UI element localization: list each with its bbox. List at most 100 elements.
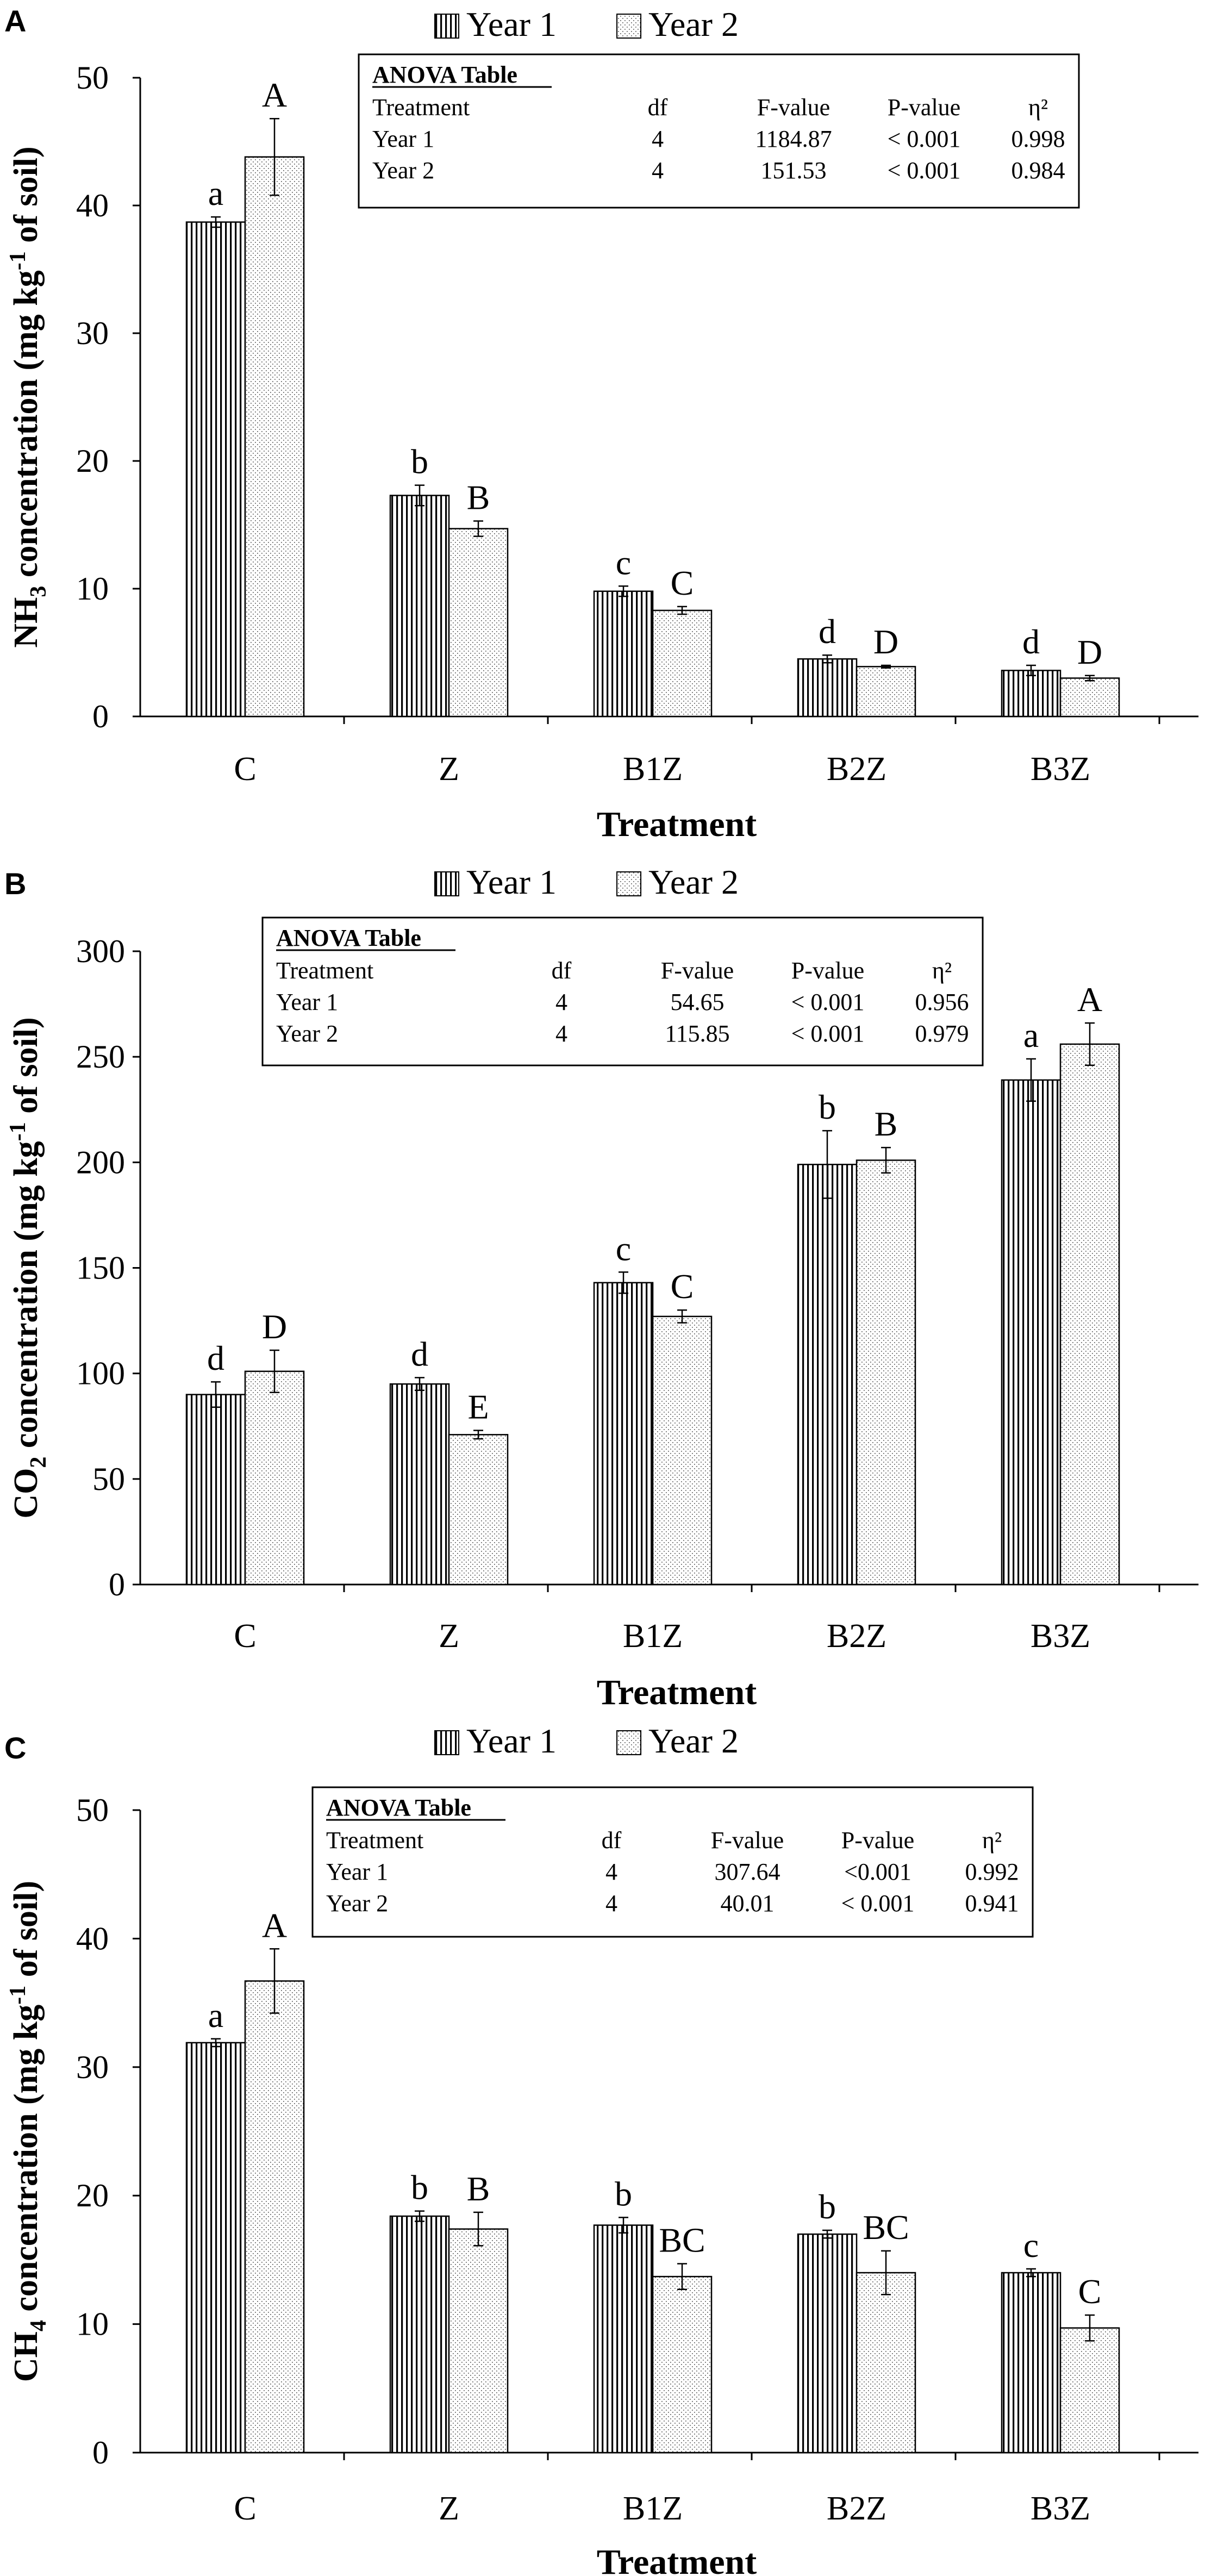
anova-cell: 4 — [555, 989, 567, 1015]
x-tick-label: B2Z — [827, 751, 886, 788]
bar-year-2-z — [448, 528, 509, 718]
y-axis-title: CH4 concentration (mg kg-1 of soil) — [5, 1881, 51, 2382]
error-bar — [415, 1377, 424, 1391]
error-bar — [677, 606, 687, 615]
error-bar — [473, 2211, 483, 2247]
anova-cell: 4 — [605, 1890, 617, 1917]
legend-label-year-2: Year 2 — [648, 5, 739, 43]
panel-letter: B — [4, 866, 26, 901]
error-bar — [415, 484, 424, 507]
significance-letter: C — [671, 1267, 694, 1306]
significance-letter: A — [262, 76, 287, 114]
significance-letter: D — [873, 622, 898, 661]
bar-year-2-b1z — [652, 2275, 713, 2454]
error-bar — [677, 2263, 687, 2291]
significance-letter: B — [467, 478, 490, 516]
anova-header: F-value — [711, 1827, 784, 1854]
anova-header: η² — [932, 957, 952, 984]
bar-year-2-c — [244, 1370, 305, 1586]
bar-year-1-z — [389, 1383, 450, 1586]
anova-header: η² — [982, 1827, 1002, 1854]
significance-letter: c — [616, 1229, 631, 1268]
significance-letter: a — [1023, 1016, 1039, 1055]
y-axis-title: NH3 concentration (mg kg-1 of soil) — [5, 146, 51, 647]
bar-year-1-z — [389, 495, 450, 718]
legend-swatch-year-2 — [616, 14, 641, 39]
anova-header: df — [602, 1827, 622, 1854]
legend-label-year-2: Year 2 — [648, 863, 739, 901]
x-tick-label: B2Z — [827, 1618, 886, 1655]
bar-year-2-b1z — [652, 609, 713, 718]
error-bar — [822, 1130, 832, 1199]
x-tick-label: B2Z — [827, 2490, 886, 2527]
anova-cell: Year 1 — [326, 1858, 388, 1885]
error-bar — [881, 664, 891, 669]
anova-cell: 4 — [652, 157, 664, 184]
error-bar — [619, 585, 628, 597]
bar-year-1-c — [185, 221, 246, 718]
legend-label-year-1: Year 1 — [466, 863, 557, 901]
x-tick-label: B3Z — [1031, 2490, 1090, 2527]
error-bar — [211, 1381, 221, 1408]
y-tick-label: 40 — [76, 1920, 109, 1956]
error-bar — [619, 1271, 628, 1294]
bar-year-1-c — [185, 1394, 246, 1586]
legend-label-year-2: Year 2 — [648, 1722, 739, 1760]
y-tick-label: 200 — [76, 1144, 125, 1180]
bar-year-2-b2z — [856, 2272, 916, 2454]
bar-year-2-z — [448, 2228, 509, 2454]
anova-header: F-value — [757, 94, 830, 121]
anova-table: ANOVA Table Treatment df F-value P-value η² Ye… — [311, 1786, 1034, 1938]
anova-table-frame — [311, 1786, 1034, 1938]
anova-header: F-value — [661, 957, 734, 984]
significance-letter: A — [262, 1906, 287, 1944]
error-bar — [1026, 1058, 1036, 1102]
anova-cell: 0.984 — [1012, 157, 1065, 184]
y-tick-label: 0 — [92, 2435, 109, 2471]
anova-header: P-value — [791, 957, 864, 984]
legend-swatch-year-2 — [616, 1730, 641, 1755]
error-bar — [881, 2250, 891, 2296]
legend: Year 1 Year 2 — [434, 863, 739, 901]
anova-cell: 151.53 — [761, 157, 827, 184]
anova-header: P-value — [888, 94, 960, 121]
x-tick-label: B1Z — [623, 2490, 683, 2527]
anova-cell: Year 1 — [276, 989, 338, 1015]
anova-table-title: ANOVA Table — [276, 925, 421, 951]
significance-letter: C — [671, 564, 694, 602]
significance-letter: B — [467, 2169, 490, 2208]
anova-cell: < 0.001 — [888, 126, 961, 152]
x-tick-label: Z — [439, 1618, 459, 1655]
anova-table-frame — [358, 53, 1080, 209]
significance-letter: c — [1023, 2226, 1039, 2265]
y-axis-title: CO2 concentration (mg kg-1 of soil) — [5, 1017, 51, 1518]
significance-letter: b — [819, 2187, 836, 2226]
anova-cell: Year 2 — [276, 1020, 338, 1047]
anova-cell: 40.01 — [721, 1890, 775, 1917]
anova-cell: 0.998 — [1012, 126, 1065, 152]
x-tick-label: B3Z — [1031, 1618, 1090, 1655]
anova-cell: 4 — [652, 126, 664, 152]
anova-header: P-value — [841, 1827, 914, 1854]
significance-letter: A — [1077, 980, 1102, 1019]
significance-letter: b — [819, 1088, 836, 1126]
y-tick-label: 50 — [92, 1461, 125, 1497]
error-bar — [473, 1430, 483, 1440]
significance-letter: B — [875, 1105, 898, 1143]
anova-cell: 115.85 — [665, 1020, 729, 1047]
anova-header: Treatment — [326, 1827, 423, 1854]
bar-year-1-b1z — [593, 590, 654, 718]
anova-cell: 0.992 — [965, 1858, 1019, 1885]
bar-year-2-b3z — [1059, 1043, 1120, 1586]
panel-letter: C — [4, 1731, 26, 1765]
bar-year-1-b3z — [1001, 1079, 1062, 1586]
error-bar — [415, 2210, 424, 2222]
bar-year-1-z — [389, 2215, 450, 2454]
y-tick-label: 10 — [76, 2306, 109, 2342]
significance-letter: b — [411, 442, 428, 481]
error-bar — [677, 1309, 687, 1324]
error-bar — [211, 2038, 221, 2048]
bar-year-2-b2z — [856, 1159, 916, 1586]
anova-header: df — [648, 94, 668, 121]
